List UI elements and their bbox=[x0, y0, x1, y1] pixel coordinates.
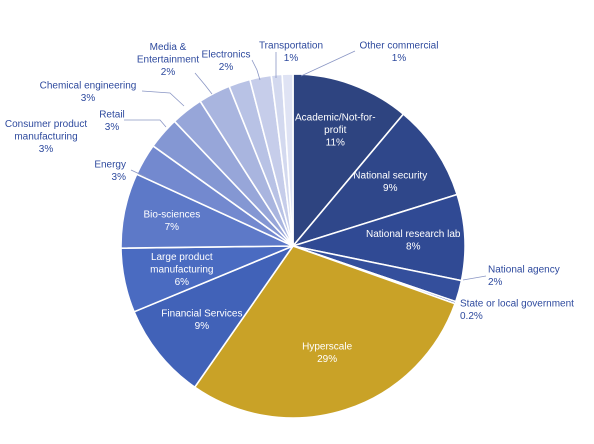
category-other-commercial-0: Other commercial bbox=[360, 40, 439, 51]
category-electronics-0: Electronics bbox=[202, 49, 251, 60]
value-academic-not-for-profit: 11% bbox=[326, 138, 345, 149]
slice-hyperscale bbox=[193, 245, 456, 419]
category-consumer-product-manufacturing-0: Consumer product bbox=[5, 119, 87, 130]
value-consumer-product-manufacturing: 3% bbox=[39, 144, 54, 155]
value-financial-services: 9% bbox=[195, 321, 210, 332]
leader-line-national-agency bbox=[462, 275, 487, 281]
category-retail-0: Retail bbox=[99, 109, 125, 120]
label-electronics: Electronics 2% bbox=[202, 49, 261, 81]
leader-line-electronics bbox=[251, 59, 261, 81]
label-academic-not-for-profit: Academic/Not-for-profit 11% bbox=[295, 113, 376, 149]
value-state-or-local-government: 0.2% bbox=[460, 311, 483, 322]
value-national-security: 9% bbox=[383, 183, 398, 194]
value-retail: 3% bbox=[105, 122, 120, 133]
category-hyperscale-0: Hyperscale bbox=[302, 342, 352, 353]
category-national-research-lab-0: National research lab bbox=[366, 229, 461, 240]
label-retail: Retail 3% bbox=[99, 109, 167, 133]
value-hyperscale: 29% bbox=[317, 354, 337, 365]
leader-line-energy bbox=[130, 169, 147, 178]
category-academic-not-for-profit-0: Academic/Not-for- bbox=[295, 113, 376, 124]
category-chemical-engineering-0: Chemical engineering bbox=[40, 80, 137, 91]
leader-line-chemical-engineering bbox=[141, 90, 185, 107]
category-consumer-product-manufacturing-1: manufacturing bbox=[14, 132, 77, 143]
value-national-agency: 2% bbox=[488, 277, 503, 288]
slice-academic-not-for-profit bbox=[292, 73, 405, 247]
slice-other-commercial bbox=[281, 73, 294, 247]
value-national-research-lab: 8% bbox=[406, 242, 421, 253]
category-media-and-entertainment-0: Media & bbox=[150, 42, 187, 53]
category-transportation-0: Transportation bbox=[259, 40, 323, 51]
value-energy: 3% bbox=[112, 172, 127, 183]
label-national-research-lab: National research lab 8% bbox=[366, 229, 461, 253]
value-electronics: 2% bbox=[219, 62, 234, 73]
value-other-commercial: 1% bbox=[392, 53, 407, 64]
label-transportation: Transportation 1% bbox=[259, 40, 323, 78]
category-bio-sciences-0: Bio-sciences bbox=[144, 210, 201, 221]
label-state-or-local-government: State or local government 0.2% bbox=[460, 298, 574, 322]
label-energy: Energy 3% bbox=[94, 159, 147, 183]
value-large-product-manufacturing: 6% bbox=[175, 277, 190, 288]
slice-national-security bbox=[292, 113, 458, 247]
leader-line-media-and-entertainment bbox=[194, 72, 213, 95]
category-financial-services-0: Financial Services bbox=[161, 309, 242, 320]
value-media-and-entertainment: 2% bbox=[161, 67, 176, 78]
label-chemical-engineering: Chemical engineering 3% bbox=[40, 80, 185, 107]
leader-line-other-commercial bbox=[300, 50, 356, 77]
category-large-product-manufacturing-1: manufacturing bbox=[150, 264, 213, 275]
label-other-commercial: Other commercial 1% bbox=[300, 40, 439, 77]
category-national-agency-0: National agency bbox=[488, 264, 560, 275]
label-national-security: National security 9% bbox=[353, 170, 427, 194]
value-transportation: 1% bbox=[284, 53, 299, 64]
category-state-or-local-government-0: State or local government bbox=[460, 298, 574, 309]
category-media-and-entertainment-1: Entertainment bbox=[137, 55, 199, 66]
value-chemical-engineering: 3% bbox=[81, 93, 96, 104]
slice-financial-services bbox=[133, 245, 294, 388]
category-national-security-0: National security bbox=[353, 170, 427, 181]
value-bio-sciences: 7% bbox=[165, 222, 180, 233]
category-large-product-manufacturing-0: Large product bbox=[151, 252, 213, 263]
label-national-agency: National agency 2% bbox=[462, 264, 560, 288]
category-energy-0: Energy bbox=[94, 159, 126, 170]
category-academic-not-for-profit-1: profit bbox=[324, 125, 346, 136]
leader-line-retail bbox=[124, 119, 167, 128]
slices bbox=[120, 73, 466, 419]
labels: Academic/Not-for-profit 11% National secur… bbox=[5, 40, 574, 365]
